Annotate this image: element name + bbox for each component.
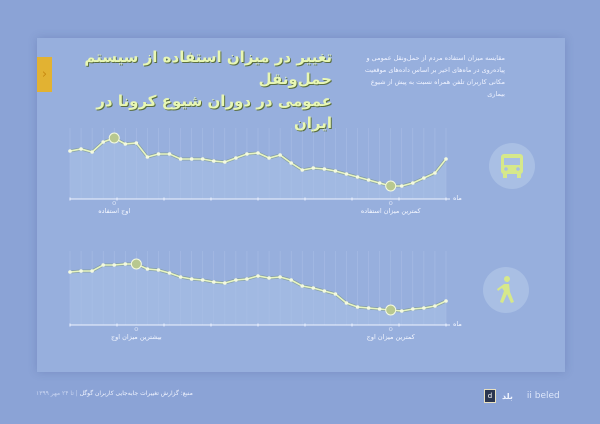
data-point [112,263,117,267]
highlight-label: کمترین میزان اوج [366,333,415,341]
data-point [234,278,238,282]
description: مقایسه میزان استفاده مردم از حمل‌ونقل عم… [364,54,505,98]
data-point [366,306,371,310]
highlight-label: بیشترین میزان اوج [110,333,162,341]
logo-arabic: بلد [502,391,513,401]
area-fill [70,264,446,325]
highlight-marker [388,201,393,205]
highlight-point [385,180,397,192]
data-point [134,141,139,145]
footer-source: منبع: گزارش تغییرات جابه‌جایی کاربران گو… [36,390,193,397]
walking-person-icon [483,267,529,313]
data-point [90,150,94,154]
source-text: منبع: گزارش تغییرات جابه‌جایی کاربران گو… [79,390,193,397]
data-point [123,142,128,146]
data-point [444,299,448,303]
data-point [234,156,238,160]
data-point [200,278,205,282]
data-point [256,151,260,155]
data-point [422,176,426,180]
data-point [411,181,415,185]
data-point [200,157,205,161]
data-point [101,140,105,144]
data-point [189,277,194,281]
data-point [278,275,282,279]
data-point [333,169,338,173]
data-point [355,305,360,309]
data-point [399,184,404,188]
logo-english: ii beled [526,391,560,401]
data-point [223,281,227,285]
data-point [377,307,382,311]
data-point [245,277,249,281]
x-axis-label: ماه [453,194,462,202]
data-point [267,156,271,160]
data-point [211,159,216,163]
data-point [156,152,161,156]
data-point [433,171,437,175]
data-point [355,175,360,179]
data-point [145,155,150,159]
chevron-right-icon[interactable]: › [37,57,52,92]
data-point [278,153,282,157]
data-point [322,289,327,293]
highlight-point [385,304,397,316]
highlight-marker [134,327,139,331]
data-point [223,160,227,164]
bus-icon [489,143,535,189]
data-point [377,181,382,185]
data-point [344,301,349,305]
data-point [422,306,426,310]
data-point [156,268,161,272]
data-point [344,172,349,176]
data-point [178,275,183,279]
highlight-point [108,132,120,144]
highlight-label: اوج استفاده [98,207,131,215]
data-point [267,276,271,280]
data-point [211,280,216,284]
page-title: تغییر در میزان استفاده از سیستم حمل‌ونقل… [62,46,332,134]
highlight-point [130,258,142,270]
data-point [79,147,83,151]
highlight-marker [112,201,117,205]
logo: d بلد ii beled [484,389,560,403]
data-point [245,152,249,156]
data-point [68,149,72,153]
data-point [300,168,305,172]
title-line-2: عمومی در دوران شیوع کرونا در ایران [96,92,332,132]
area-fill [70,138,446,199]
x-axis-label: ماه [453,320,462,328]
data-point [79,269,83,273]
data-point [289,161,293,165]
highlight-marker [388,327,393,331]
data-point [444,157,448,161]
data-point [333,292,338,296]
data-point [167,271,172,275]
data-point [123,262,128,266]
title-line-1: تغییر در میزان استفاده از سیستم حمل‌ونقل [84,48,332,88]
data-point [256,274,260,278]
data-point [90,269,94,273]
data-point [167,152,172,156]
data-point [178,157,183,161]
data-point [311,286,316,290]
data-point [289,278,293,282]
data-point [101,263,105,267]
data-point [433,304,437,308]
data-point [366,178,371,182]
data-point [322,167,327,171]
data-point [300,284,305,288]
data-point [411,307,415,311]
data-point [68,270,72,274]
data-point [189,157,194,161]
data-point [311,166,316,170]
highlight-label: کمترین میزان استفاده [360,207,421,215]
logo-mark-icon: d [484,389,496,403]
data-point [399,309,404,313]
data-point [145,267,150,271]
date-text: تا ۲۴ مهر ۱۳۹۹ [36,390,74,397]
